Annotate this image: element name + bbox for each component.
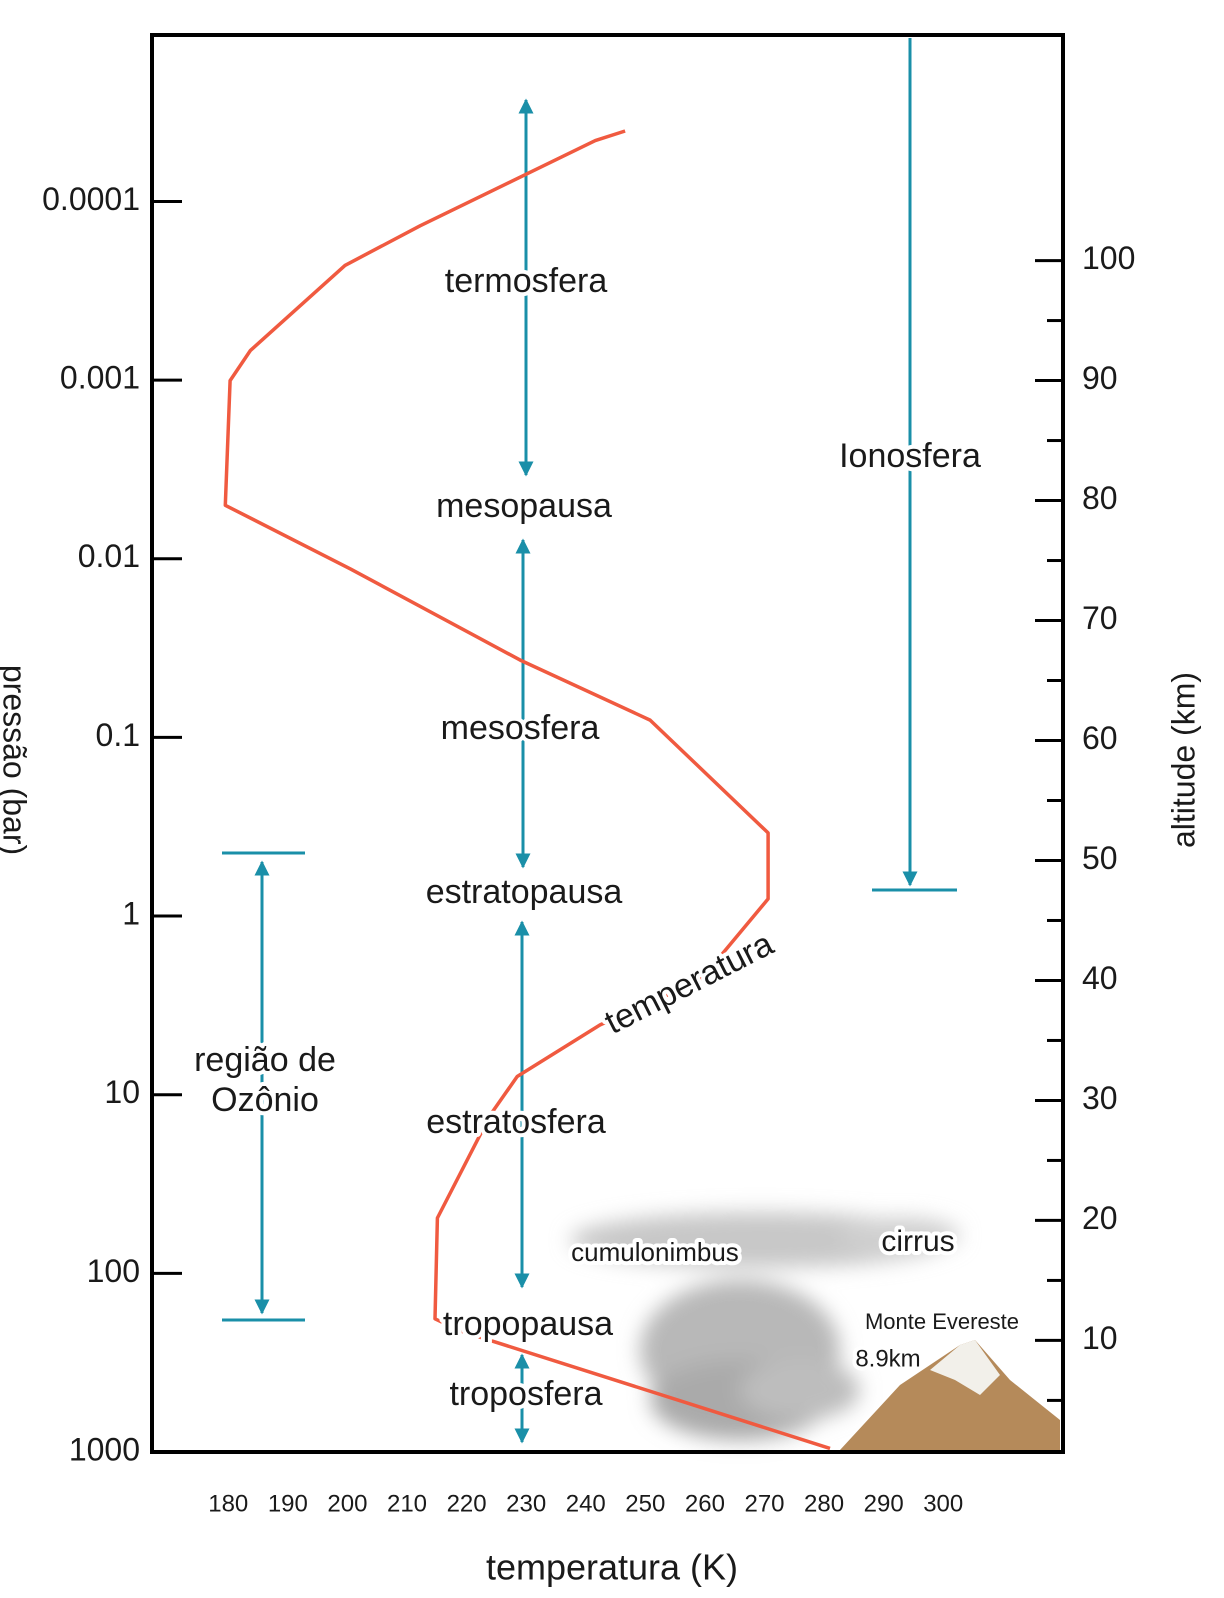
y2-tick-label: 60 [1082, 720, 1118, 756]
y-tick-label: 1 [122, 896, 140, 932]
x-tick-label: 190 [268, 1490, 308, 1517]
x-tick-label: 200 [327, 1490, 367, 1517]
annotation: termosfera [445, 262, 608, 300]
annotation: Ionosfera [839, 437, 981, 475]
y2-axis-title: altitude (km) [1165, 672, 1201, 848]
annotation: estratopausa [426, 873, 623, 911]
annotation: cumulonimbus [571, 1237, 739, 1267]
annotation: Monte Evereste [865, 1309, 1019, 1334]
y2-tick-label: 90 [1082, 360, 1118, 396]
y-tick-label: 0.1 [96, 717, 140, 753]
y-tick-label: 10 [104, 1074, 140, 1110]
annotation: mesopausa [436, 487, 612, 525]
x-tick-label: 260 [685, 1490, 725, 1517]
x-axis-title: temperatura (K) [486, 1547, 738, 1588]
x-tick-label: 210 [387, 1490, 427, 1517]
x-tick-label: 300 [923, 1490, 963, 1517]
y-tick-label: 1000 [69, 1431, 140, 1467]
y2-tick-label: 50 [1082, 840, 1118, 876]
annotation: estratosfera [426, 1103, 606, 1141]
annotation: Ozônio [211, 1081, 319, 1119]
series-label: temperatura [599, 925, 780, 1042]
y2-tick-label: 40 [1082, 960, 1118, 996]
x-tick-label: 180 [208, 1490, 248, 1517]
x-tick-label: 290 [864, 1490, 904, 1517]
x-tick-label: 280 [804, 1490, 844, 1517]
y2-tick-label: 30 [1082, 1080, 1118, 1116]
chart: temperatura (K) altitude (km) pressão (b… [0, 0, 1224, 1598]
annotation: 8.9km [855, 1345, 920, 1372]
y2-tick-label: 100 [1082, 240, 1135, 276]
annotation: tropopausa [443, 1305, 613, 1343]
annotation: região de [194, 1041, 336, 1079]
y-tick-label: 100 [87, 1253, 140, 1289]
annotation: cirrus [881, 1225, 954, 1258]
x-tick-label: 230 [506, 1490, 546, 1517]
y-axis-title: pressão (bar) [0, 665, 33, 855]
y-tick-label: 0.01 [78, 538, 140, 574]
y2-tick-label: 70 [1082, 600, 1118, 636]
y2-tick-label: 10 [1082, 1320, 1118, 1356]
annotation: troposfera [449, 1375, 602, 1413]
y2-tick-label: 80 [1082, 480, 1118, 516]
y-tick-label: 0.001 [60, 360, 140, 396]
annotation: mesosfera [441, 709, 600, 747]
x-tick-label: 250 [625, 1490, 665, 1517]
y-tick-label: 0.0001 [42, 181, 140, 217]
x-tick-label: 220 [447, 1490, 487, 1517]
x-tick-label: 240 [566, 1490, 606, 1517]
y2-tick-label: 20 [1082, 1200, 1118, 1236]
x-tick-label: 270 [744, 1490, 784, 1517]
